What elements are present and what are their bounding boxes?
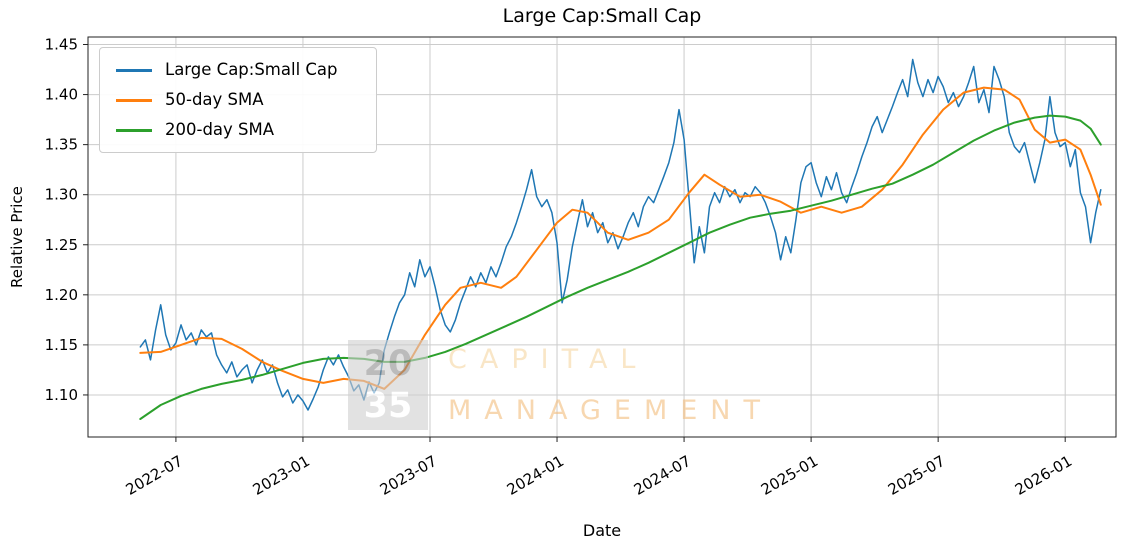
legend: Large Cap:Small Cap 50-day SMA 200-day S… (99, 47, 377, 153)
svg-text:1.45: 1.45 (45, 36, 78, 54)
svg-text:1.20: 1.20 (45, 286, 78, 304)
svg-text:1.10: 1.10 (45, 386, 78, 404)
svg-text:1.35: 1.35 (45, 136, 78, 154)
legend-line-swatch-sma200 (116, 128, 152, 132)
svg-text:1.30: 1.30 (45, 186, 78, 204)
svg-text:2025-07: 2025-07 (885, 452, 948, 499)
legend-line-swatch-sma50 (116, 98, 152, 102)
svg-text:2025-01: 2025-01 (758, 452, 821, 499)
legend-entry-ratio: Large Cap:Small Cap (116, 60, 338, 80)
svg-text:2024-01: 2024-01 (504, 452, 567, 499)
legend-entry-sma50: 50-day SMA (116, 90, 338, 110)
svg-text:2024-07: 2024-07 (631, 452, 694, 499)
y-axis-label: Relative Price (8, 186, 26, 288)
svg-text:2022-07: 2022-07 (123, 452, 186, 499)
svg-text:1.15: 1.15 (45, 336, 78, 354)
svg-text:1.40: 1.40 (45, 86, 78, 104)
svg-text:1.25: 1.25 (45, 236, 78, 254)
legend-label-ratio: Large Cap:Small Cap (165, 60, 338, 79)
legend-label-sma50: 50-day SMA (165, 90, 264, 109)
legend-line-swatch-ratio (116, 68, 152, 72)
legend-entry-sma200: 200-day SMA (116, 120, 338, 140)
svg-text:2026-01: 2026-01 (1012, 452, 1075, 499)
svg-text:2023-07: 2023-07 (377, 452, 440, 499)
svg-text:2023-01: 2023-01 (250, 452, 313, 499)
legend-label-sma200: 200-day SMA (165, 120, 275, 139)
x-axis-label: Date (582, 521, 622, 540)
chart-title: Large Cap:Small Cap (502, 5, 702, 27)
